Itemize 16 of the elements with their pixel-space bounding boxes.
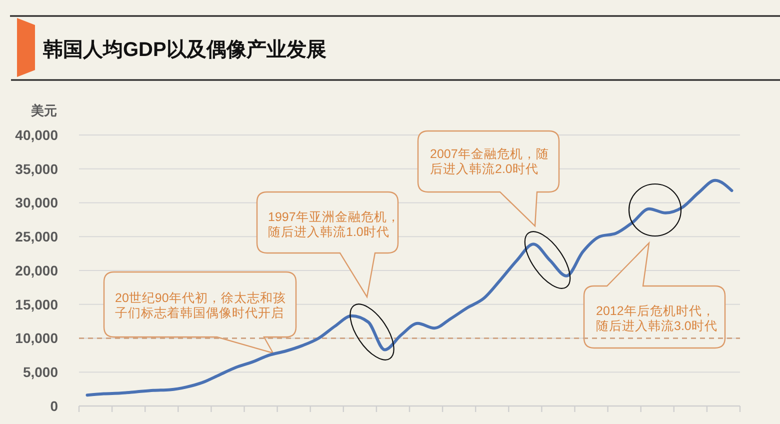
annotation: 2012年后危机时代，随后进入韩流3.0时代: [596, 304, 718, 333]
y-tick-label: 25,000: [15, 228, 58, 245]
y-tick-label: 0: [50, 398, 58, 414]
annotation: 20世纪90年代初，徐太志和孩子们标志着韩国偶像时代开启: [115, 291, 286, 320]
annotation: 2007年金融危机，随后进入韩流2.0时代: [430, 147, 549, 176]
y-axis-title: 美元: [30, 103, 57, 118]
annotation: 1997年亚洲金融危机，随后进入韩流1.0时代: [268, 210, 400, 239]
y-tick-label: 15,000: [15, 296, 58, 312]
y-tick-label: 35,000: [15, 160, 58, 177]
y-tick-label: 10,000: [15, 330, 58, 346]
y-tick-label: 5,000: [22, 364, 58, 380]
y-tick-label: 30,000: [15, 194, 58, 211]
line-series: [86, 178, 734, 397]
y-tick-label: 40,000: [15, 126, 58, 143]
y-tick-label: 20,000: [15, 262, 58, 278]
chart-title: 韩国人均GDP以及偶像产业发展: [42, 38, 326, 61]
